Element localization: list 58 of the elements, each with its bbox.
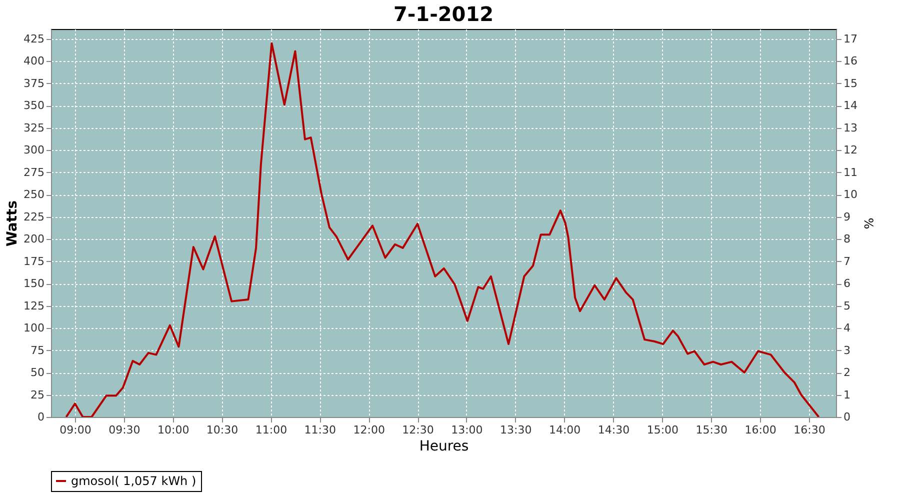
y2-tick-label: 16: [844, 54, 858, 68]
y2-tick-label: 12: [844, 144, 858, 157]
y2-tick-label: 17: [844, 32, 858, 46]
y2-tick-label: 10: [844, 188, 858, 202]
x-tick-label: 13:30: [500, 424, 532, 436]
y2-tick-label: 14: [844, 99, 858, 112]
x-tick-label: 15:00: [646, 424, 679, 436]
y2-tick-label: 0: [844, 410, 850, 424]
x-axis-title: Heures: [419, 438, 469, 454]
y-tick-label: 375: [24, 76, 44, 90]
x-tick-label: 15:30: [696, 424, 728, 436]
y-tick-label: 225: [24, 210, 44, 224]
y2-tick-label: 8: [844, 232, 850, 246]
y-tick-label: 50: [30, 366, 44, 380]
y-tick-label: 250: [24, 188, 44, 202]
y-tick-label: 150: [24, 277, 44, 290]
x-tick-label: 11:00: [255, 424, 288, 436]
line-series: [65, 42, 820, 417]
y2-tick-label: 15: [844, 76, 858, 90]
x-tick-label: 12:00: [353, 424, 385, 436]
y2-tick-label: 6: [844, 277, 850, 290]
y2-tick-label: 5: [844, 299, 850, 312]
y-tick-label: 325: [24, 121, 44, 134]
y-tick-label: 25: [30, 388, 44, 402]
x-tick-label: 16:30: [794, 424, 826, 436]
y-tick-label: 200: [24, 232, 44, 246]
x-tick-label: 09:00: [60, 424, 92, 436]
y2-tick-label: 11: [844, 166, 858, 179]
y2-tick-label: 2: [844, 366, 850, 380]
y-tick-label: 275: [24, 166, 44, 179]
x-tick-label: 13:00: [451, 424, 483, 436]
y-tick-label: 300: [24, 144, 44, 157]
x-tick-label: 12:30: [402, 424, 434, 436]
y2-tick-label: 7: [844, 254, 850, 268]
y-axis-title: Watts: [4, 200, 21, 247]
y2-tick-label: 13: [844, 121, 858, 134]
x-tick-label: 16:00: [744, 424, 776, 436]
chart-title: 7-1-2012: [393, 2, 494, 26]
y-tick-label: 175: [24, 254, 44, 268]
y2-tick-label: 1: [844, 388, 850, 402]
legend-label: gmosol( 1,057 kWh ): [71, 474, 196, 488]
x-tick-label: 11:30: [304, 424, 336, 436]
y-tick-label: 100: [24, 322, 44, 335]
x-tick-label: 10:30: [206, 424, 238, 436]
x-tick-label: 14:00: [548, 424, 581, 436]
x-tick-label: 09:30: [108, 424, 140, 436]
y-tick-label: 400: [24, 54, 44, 68]
y2-tick-label: 3: [844, 344, 850, 357]
y2-tick-label: 9: [844, 210, 850, 224]
y-tick-label: 425: [24, 32, 44, 46]
x-tick-label: 10:00: [157, 424, 190, 436]
y-tick-label: 350: [24, 99, 44, 112]
y2-axis-title: %: [861, 218, 876, 230]
y-tick-label: 0: [38, 410, 44, 424]
y-tick-label: 75: [30, 344, 44, 357]
y-tick-label: 125: [24, 299, 44, 312]
y2-tick-label: 4: [844, 322, 850, 335]
x-tick-label: 14:30: [598, 424, 630, 436]
